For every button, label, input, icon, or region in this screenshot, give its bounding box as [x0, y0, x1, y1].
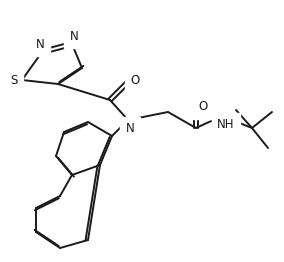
Text: S: S	[10, 74, 18, 86]
Text: O: O	[199, 101, 208, 113]
Text: O: O	[130, 74, 140, 86]
Text: NH: NH	[217, 118, 235, 132]
Text: N: N	[126, 123, 134, 135]
Text: N: N	[36, 37, 44, 51]
Text: N: N	[70, 30, 78, 42]
